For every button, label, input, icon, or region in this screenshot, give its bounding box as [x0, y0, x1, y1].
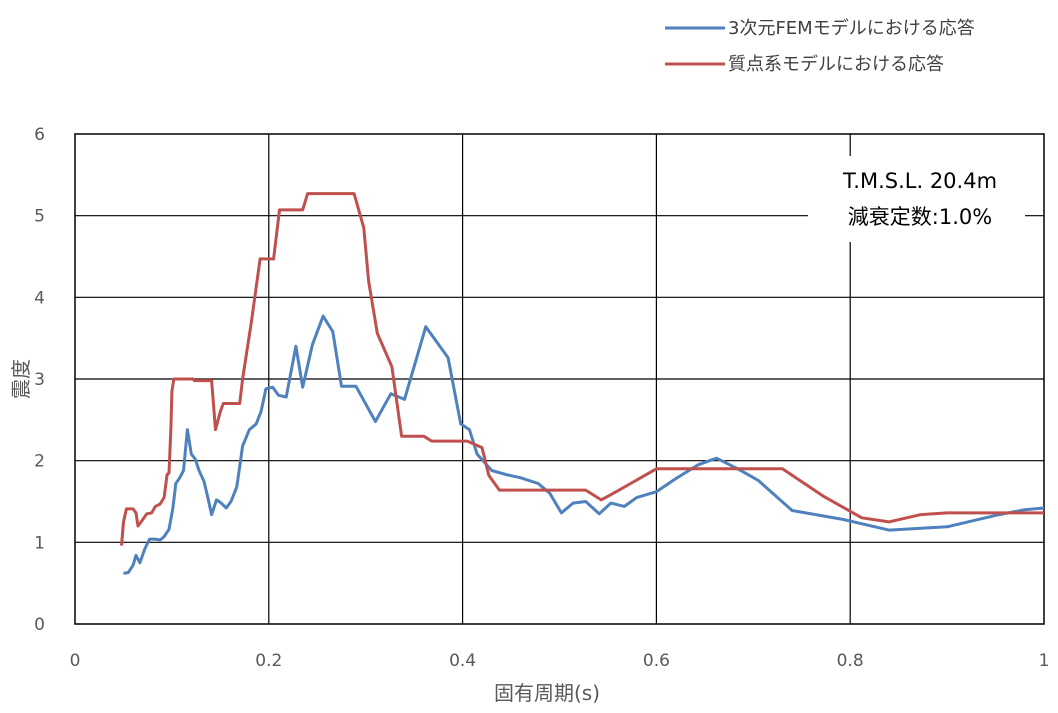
x-tick-label: 0.4 — [449, 651, 476, 671]
annotation-line-2: 減衰定数:1.0% — [848, 205, 992, 229]
x-tick-label: 0 — [70, 651, 81, 671]
legend-label-mass: 質点系モデルにおける応答 — [728, 54, 944, 75]
plot-area-frame — [74, 133, 1045, 625]
y-axis-title: 震度 — [9, 359, 33, 399]
series-line-fem — [123, 314, 1045, 575]
legend-label-fem: 3次元FEMモデルにおける応答 — [728, 18, 975, 39]
gridlines — [75, 134, 1044, 624]
y-tick-label: 1 — [34, 533, 45, 553]
x-tick-label: 0.2 — [255, 651, 282, 671]
axis-ticks: 0 1 2 3 4 5 6 0 0.2 0.4 0.6 0.8 1 — [34, 125, 1049, 671]
annotation-line-1: T.M.S.L. 20.4m — [842, 169, 997, 193]
legend: 3次元FEMモデルにおける応答 質点系モデルにおける応答 — [665, 18, 975, 75]
y-tick-label: 6 — [34, 125, 45, 145]
y-tick-label: 4 — [34, 288, 45, 308]
x-tick-label: 0.8 — [837, 651, 864, 671]
series-line-mass — [120, 192, 1044, 546]
x-tick-label: 0.6 — [643, 651, 670, 671]
annotation-background — [808, 156, 1025, 242]
y-tick-label: 0 — [34, 615, 45, 635]
x-axis-title: 固有周期(s) — [494, 681, 600, 705]
x-tick-label: 1 — [1039, 651, 1050, 671]
y-tick-label: 3 — [34, 370, 45, 390]
y-tick-label: 2 — [34, 452, 45, 472]
series-lines — [120, 192, 1045, 575]
y-tick-label: 5 — [34, 207, 45, 227]
